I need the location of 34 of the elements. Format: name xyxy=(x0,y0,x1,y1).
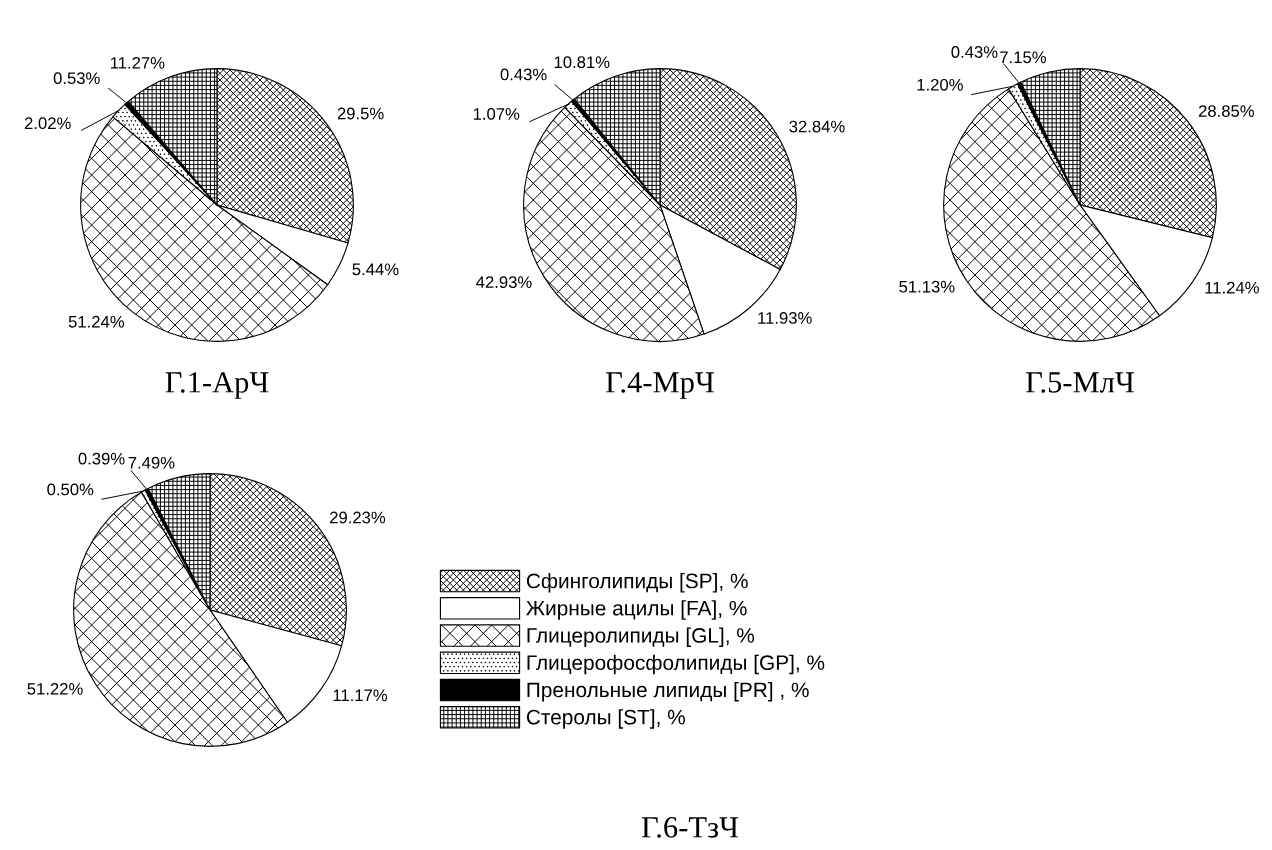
data-label: 32.84% xyxy=(789,120,845,133)
data-label: 42.93% xyxy=(476,276,532,289)
data-label: 0.39% xyxy=(78,452,125,465)
legend-label: Глицерофосфолипиды [GP], % xyxy=(527,654,825,675)
data-label: 2.02% xyxy=(24,117,71,130)
data-label: 1.20% xyxy=(917,78,963,91)
data-label: 11.27% xyxy=(110,56,165,69)
data-label: 11.17% xyxy=(333,689,388,702)
data-label: 11.24% xyxy=(1205,281,1259,294)
data-label: 5.44% xyxy=(352,263,399,276)
legend-label: Стеролы [ST], % xyxy=(526,709,685,729)
data-label: 7.49% xyxy=(128,456,175,469)
legend-label: Жирные ацилы [FA], % xyxy=(526,600,747,620)
data-label: 11.93% xyxy=(758,312,812,324)
data-label: 51.22% xyxy=(27,682,83,695)
text: Г.1-АрЧ xyxy=(165,372,269,399)
data-label: 0.43% xyxy=(500,68,547,81)
legend-label: Глицеролипиды [GL], % xyxy=(527,627,755,647)
data-label: 51.13% xyxy=(899,280,955,293)
data-label: 28.85% xyxy=(1198,105,1255,117)
data-label: 1.07% xyxy=(473,108,520,120)
data-label: 0.53% xyxy=(53,72,100,85)
data-label: 29.5% xyxy=(337,107,384,120)
data-label: 29.23% xyxy=(330,511,386,524)
text: Г.5-МлЧ xyxy=(1026,372,1134,393)
data-label: 51.24% xyxy=(68,315,125,328)
text: Г.4-МрЧ xyxy=(606,372,714,399)
data-label: 0.50% xyxy=(47,483,94,496)
data-label: 7.15% xyxy=(1000,51,1046,64)
data-label: 10.81% xyxy=(554,56,610,69)
data-label: 0.43% xyxy=(951,46,998,58)
legend-label: Пренольные липиды [PR] , % xyxy=(527,681,809,702)
text: Г.6-ТзЧ xyxy=(641,817,739,838)
legend-label: Сфинголипиды [SP], % xyxy=(526,573,748,593)
